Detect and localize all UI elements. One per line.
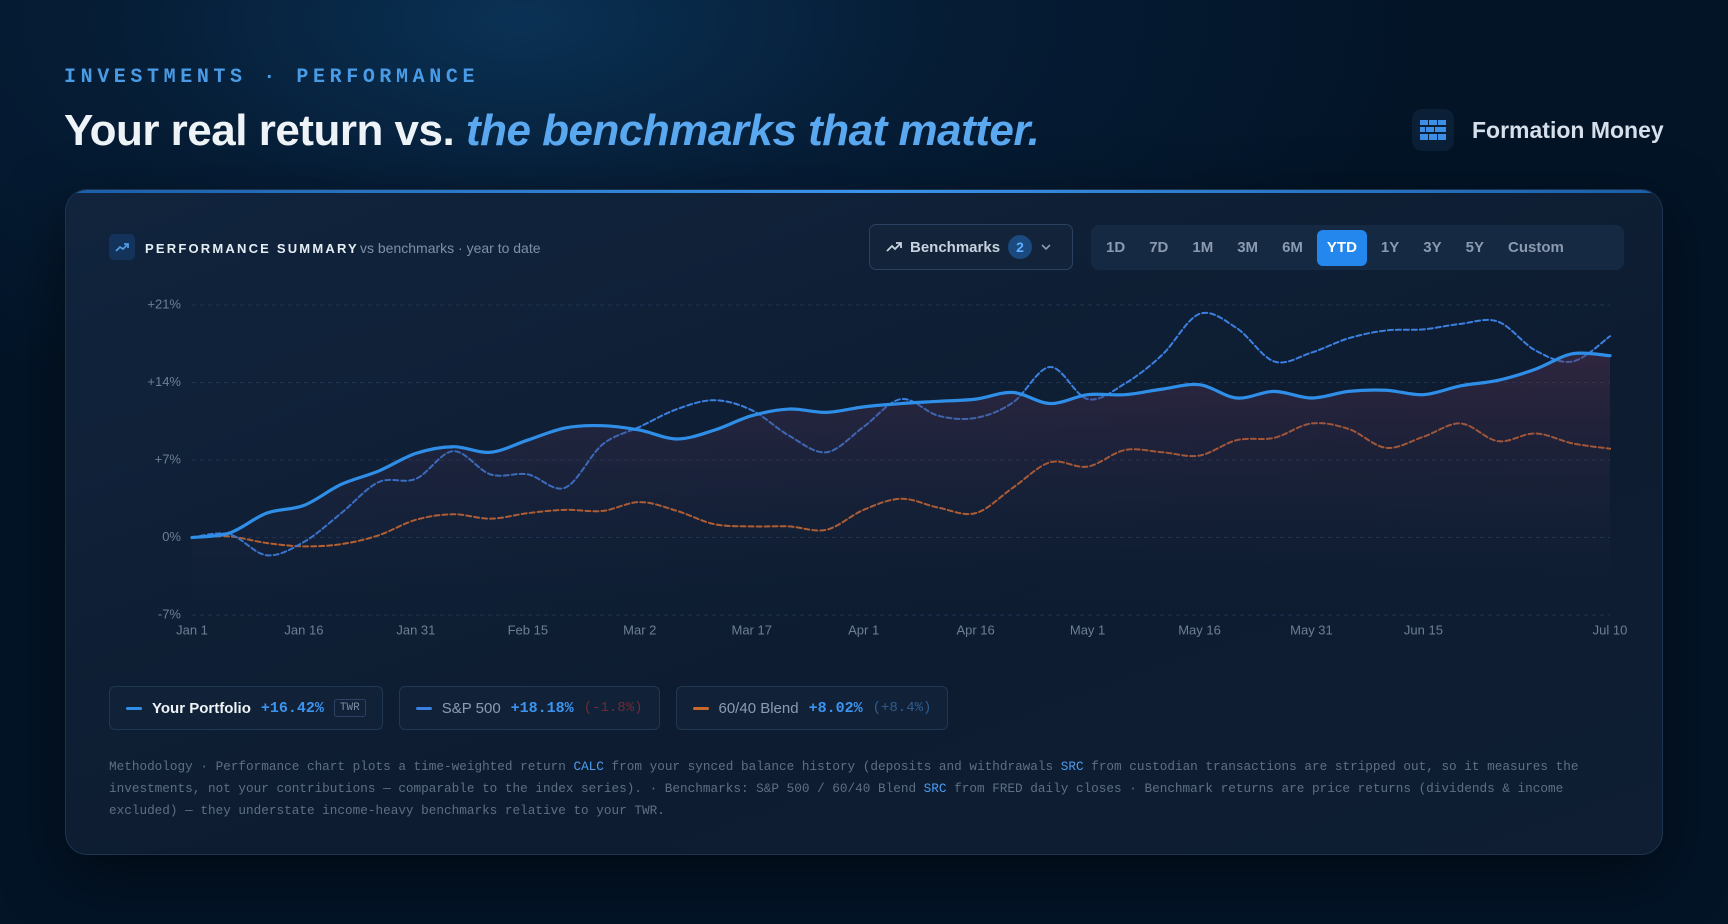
x-tick-label: Feb 15 bbox=[508, 622, 548, 637]
x-tick-label: May 16 bbox=[1178, 622, 1221, 637]
legend-swatch bbox=[415, 706, 432, 710]
panel-subtitle: vs benchmarks · year to date bbox=[360, 240, 541, 256]
range-selector: 1D 7D 1M 3M 6M YTD 1Y 3Y 5Y Custom bbox=[1091, 225, 1624, 270]
range-button[interactable]: 1Y bbox=[1380, 239, 1400, 256]
method-text: from custodian transactions are stripped… bbox=[109, 759, 1579, 796]
method-text: from FRED daily closes · Benchmark retur… bbox=[109, 781, 1564, 818]
series-line bbox=[190, 351, 1612, 540]
range-button[interactable]: 3M bbox=[1237, 239, 1259, 256]
x-tick-label: Jan 31 bbox=[396, 622, 435, 637]
x-tick-label: Jan 16 bbox=[284, 622, 323, 637]
method-tag: SRC bbox=[1060, 759, 1084, 774]
panel-title: PERFORMANCE SUMMARY bbox=[145, 241, 359, 256]
range-button[interactable]: 1M bbox=[1192, 239, 1214, 256]
legend-swatch bbox=[126, 706, 142, 710]
brand-name: Formation Money bbox=[1472, 116, 1664, 143]
y-tick-label: -7% bbox=[158, 606, 182, 621]
y-tick-label: +21% bbox=[147, 296, 181, 311]
brand-icon bbox=[1412, 109, 1454, 151]
method-text: from your synced balance history (deposi… bbox=[603, 759, 1061, 774]
legend-item[interactable]: Your Portfolio +16.42% TWR bbox=[109, 686, 383, 730]
y-tick-label: 0% bbox=[162, 529, 181, 544]
range-button[interactable]: 7D bbox=[1149, 239, 1169, 256]
range-button[interactable]: 6M bbox=[1282, 239, 1303, 256]
legend-swatch bbox=[692, 706, 709, 710]
legend: Your Portfolio +16.42% TWR S&P 500 +18.18% (-… bbox=[109, 686, 949, 730]
legend-item[interactable]: S&P 500 +18.18% (-1.8%) bbox=[398, 686, 660, 730]
legend-item[interactable]: 60/40 Blend +8.02% (+8.4%) bbox=[675, 686, 949, 730]
x-tick-label: Apr 1 bbox=[848, 622, 879, 637]
legend-name: Your Portfolio bbox=[152, 699, 251, 717]
methodology: Methodology · Performance chart plots a … bbox=[109, 756, 1621, 822]
x-tick-label: Jun 15 bbox=[1404, 622, 1443, 637]
legend-name: 60/40 Blend bbox=[718, 699, 799, 717]
x-tick-label: Jan 1 bbox=[176, 622, 208, 637]
page-title: Your real return vs. the benchmarks that… bbox=[64, 106, 1040, 156]
benchmarks-button[interactable]: Benchmarks 2 bbox=[869, 224, 1073, 270]
title-emphasis: the benchmarks that matter. bbox=[465, 106, 1040, 155]
legend-name: S&P 500 bbox=[441, 699, 501, 717]
legend-delta: (+8.4%) bbox=[872, 700, 932, 716]
x-tick-label: May 31 bbox=[1290, 622, 1333, 637]
method-text: Methodology · Performance chart plots a … bbox=[109, 759, 574, 774]
benchmarks-label: Benchmarks bbox=[910, 238, 1001, 256]
method-tag: SRC bbox=[923, 781, 947, 796]
eyebrow: INVESTMENTS · PERFORMANCE bbox=[64, 66, 480, 89]
x-tick-label: Mar 17 bbox=[732, 622, 772, 637]
method-tag: CALC bbox=[573, 759, 604, 774]
y-tick-label: +7% bbox=[155, 451, 182, 466]
y-tick-label: +14% bbox=[147, 374, 181, 389]
x-tick-label: Apr 16 bbox=[956, 622, 994, 637]
range-button[interactable]: Custom bbox=[1507, 239, 1564, 256]
brand: Formation Money bbox=[1412, 109, 1664, 151]
range-button[interactable]: YTD bbox=[1316, 229, 1367, 266]
legend-return: +18.18% bbox=[510, 699, 574, 717]
legend-delta: (-1.8%) bbox=[583, 700, 643, 716]
legend-return: +8.02% bbox=[808, 699, 863, 717]
panel-icon bbox=[109, 234, 135, 260]
range-button[interactable]: 5Y bbox=[1465, 239, 1484, 256]
legend-tag: TWR bbox=[333, 699, 366, 717]
title-text: Your real return vs. bbox=[64, 106, 455, 155]
x-tick-label: May 1 bbox=[1070, 622, 1105, 637]
benchmarks-count: 2 bbox=[1008, 235, 1033, 259]
range-button[interactable]: 1D bbox=[1106, 239, 1126, 256]
x-tick-label: Jul 10 bbox=[1593, 622, 1628, 637]
range-button[interactable]: 3Y bbox=[1423, 239, 1442, 256]
x-tick-label: Mar 2 bbox=[623, 622, 656, 637]
legend-return: +16.42% bbox=[260, 699, 324, 717]
area bbox=[192, 353, 1610, 615]
